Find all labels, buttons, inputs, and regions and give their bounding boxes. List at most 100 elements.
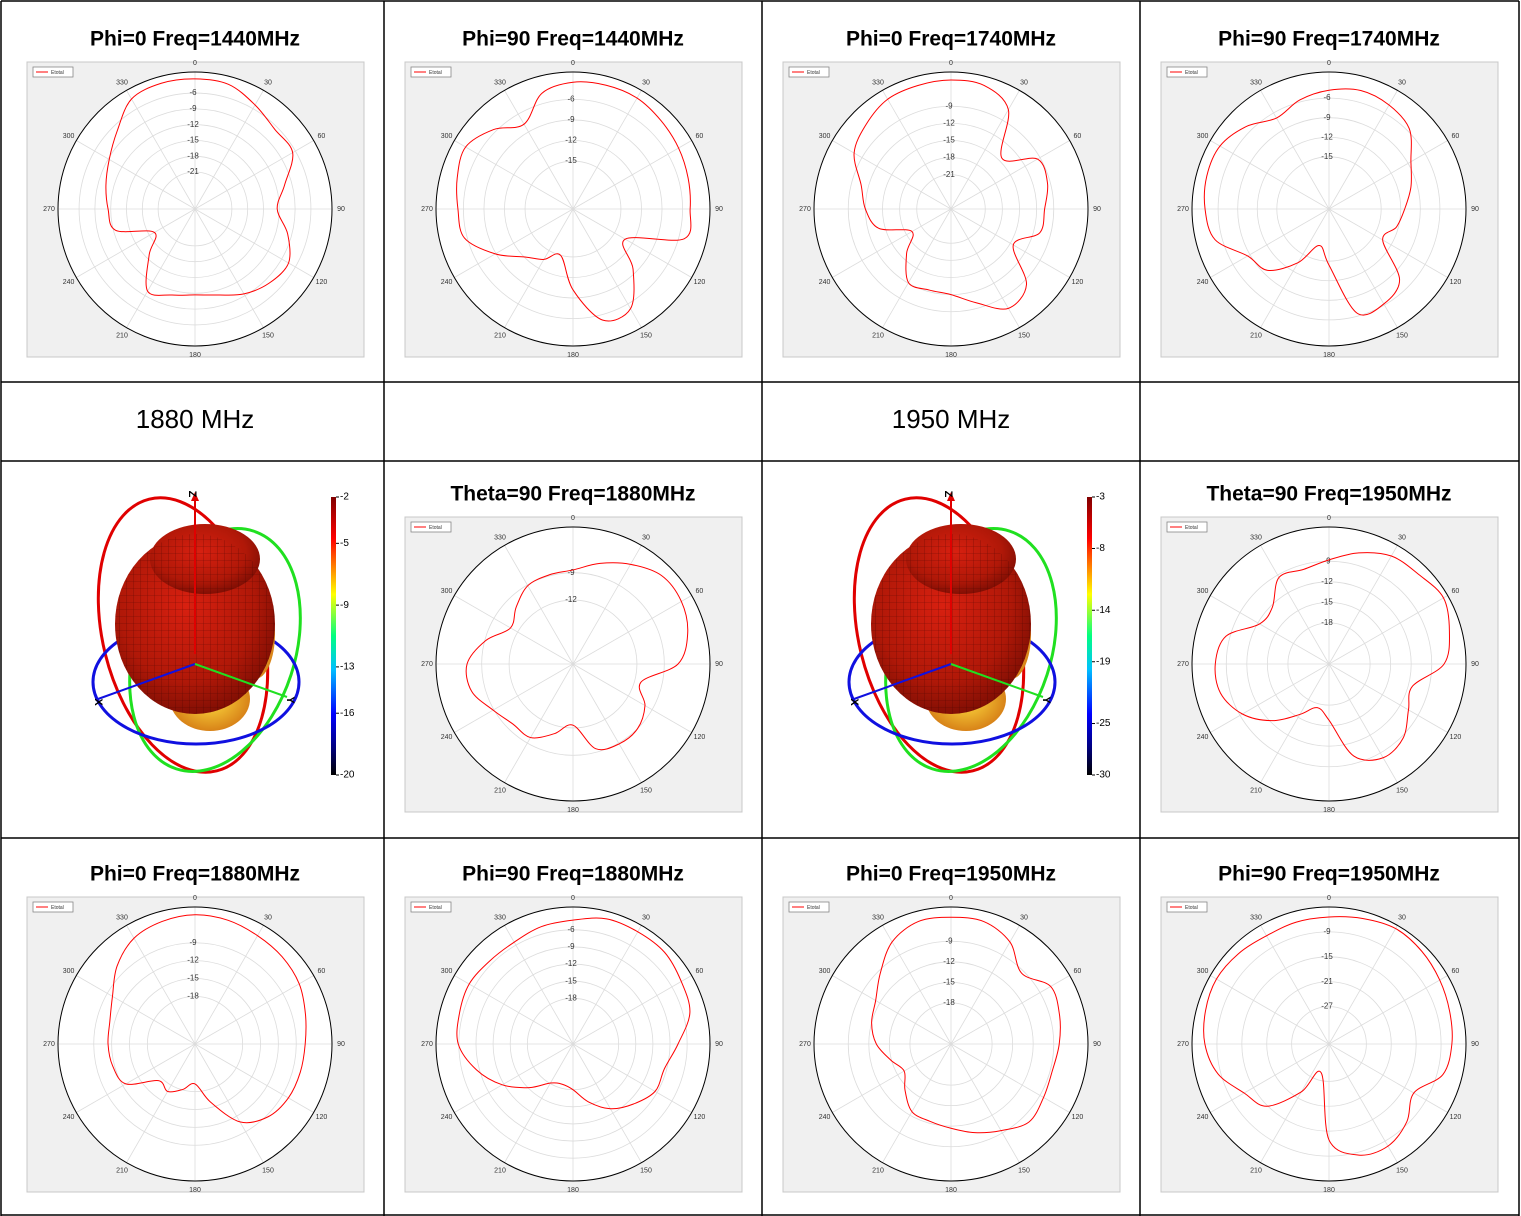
radial-tick-label: -12 <box>943 118 955 127</box>
angle-tick-label: 210 <box>116 1167 128 1174</box>
radial-tick-label: -6 <box>189 88 197 97</box>
axis-label: Y <box>1040 696 1052 704</box>
radial-tick-label: -12 <box>187 120 199 129</box>
radial-tick-label: -12 <box>1321 132 1333 141</box>
axis-label: X <box>92 698 104 706</box>
angle-tick-label: 120 <box>1450 734 1462 741</box>
angle-tick-label: 60 <box>1074 133 1082 140</box>
angle-tick-label: 300 <box>819 968 831 975</box>
radial-tick-label: -21 <box>1321 977 1333 986</box>
angle-tick-label: 180 <box>567 352 579 359</box>
radial-tick-label: -18 <box>187 991 199 1000</box>
angle-tick-label: 240 <box>441 734 453 741</box>
angle-tick-label: 300 <box>441 133 453 140</box>
angle-tick-label: 330 <box>872 914 884 921</box>
radial-tick-label: -9 <box>1323 927 1331 936</box>
angle-tick-label: 270 <box>43 206 55 213</box>
radial-tick-label: -6 <box>567 925 575 934</box>
colorbar-tick-label: -2 <box>340 492 349 503</box>
angle-tick-label: 180 <box>1323 1187 1335 1194</box>
angle-tick-label: 60 <box>318 133 326 140</box>
angle-tick-label: 60 <box>1452 968 1460 975</box>
angle-tick-label: 240 <box>441 1114 453 1121</box>
angle-tick-label: 210 <box>872 332 884 339</box>
colorbar-tick-label: -19 <box>1096 656 1111 667</box>
frequency-label: 1950 MHz <box>892 404 1011 434</box>
angle-tick-label: 210 <box>1250 787 1262 794</box>
angle-tick-label: 210 <box>872 1167 884 1174</box>
radial-tick-label: -12 <box>1321 577 1333 586</box>
angle-tick-label: 180 <box>567 807 579 814</box>
angle-tick-label: 330 <box>494 79 506 86</box>
radial-tick-label: -15 <box>565 156 577 165</box>
angle-tick-label: 30 <box>1020 914 1028 921</box>
angle-tick-label: 240 <box>441 279 453 286</box>
angle-tick-label: 120 <box>694 734 706 741</box>
angle-tick-label: 240 <box>819 1114 831 1121</box>
colorbar-tick-label: -16 <box>340 708 355 719</box>
colorbar-tick-label: -30 <box>1096 770 1111 781</box>
angle-tick-label: 0 <box>1327 895 1331 902</box>
angle-tick-label: 60 <box>318 968 326 975</box>
angle-tick-label: 120 <box>1072 1114 1084 1121</box>
radial-tick-label: -18 <box>1321 618 1333 627</box>
angle-tick-label: 90 <box>715 1041 723 1048</box>
angle-tick-label: 60 <box>696 968 704 975</box>
angle-tick-label: 240 <box>1197 279 1209 286</box>
legend-label: Etotal <box>51 905 64 911</box>
angle-tick-label: 240 <box>63 1114 75 1121</box>
angle-tick-label: 0 <box>193 895 197 902</box>
angle-tick-label: 240 <box>63 279 75 286</box>
angle-tick-label: 30 <box>1020 79 1028 86</box>
legend-label: Etotal <box>429 525 442 531</box>
radial-tick-label: -15 <box>1321 597 1333 606</box>
angle-tick-label: 270 <box>1177 206 1189 213</box>
radial-tick-label: -9 <box>189 938 197 947</box>
angle-tick-label: 30 <box>264 79 272 86</box>
axis-label: Z <box>186 491 198 498</box>
angle-tick-label: 30 <box>642 79 650 86</box>
angle-tick-label: 30 <box>1398 79 1406 86</box>
angle-tick-label: 330 <box>494 534 506 541</box>
angle-tick-label: 60 <box>1452 588 1460 595</box>
angle-tick-label: 150 <box>1018 1167 1030 1174</box>
radial-tick-label: -12 <box>565 595 577 604</box>
angle-tick-label: 0 <box>949 60 953 67</box>
angle-tick-label: 270 <box>799 1041 811 1048</box>
legend-label: Etotal <box>1185 525 1198 531</box>
colorbar-tick-label: -5 <box>340 538 349 549</box>
angle-tick-label: 300 <box>63 133 75 140</box>
angle-tick-label: 60 <box>696 588 704 595</box>
chart-title: Phi=0 Freq=1950MHz <box>846 863 1056 886</box>
radial-tick-label: -12 <box>565 959 577 968</box>
axis-label: Y <box>284 696 296 704</box>
angle-tick-label: 30 <box>1398 914 1406 921</box>
radial-tick-label: -9 <box>567 568 575 577</box>
angle-tick-label: 180 <box>1323 807 1335 814</box>
chart-title: Phi=0 Freq=1740MHz <box>846 28 1056 51</box>
angle-tick-label: 30 <box>642 914 650 921</box>
angle-tick-label: 120 <box>1450 279 1462 286</box>
radial-tick-label: -9 <box>1323 113 1331 122</box>
radial-tick-label: -18 <box>943 998 955 1007</box>
angle-tick-label: 270 <box>1177 1041 1189 1048</box>
radial-tick-label: -6 <box>1323 93 1331 102</box>
angle-tick-label: 300 <box>63 968 75 975</box>
colorbar <box>331 497 336 775</box>
angle-tick-label: 330 <box>872 79 884 86</box>
radial-tick-label: -15 <box>187 974 199 983</box>
axis-label: Z <box>942 491 954 498</box>
angle-tick-label: 240 <box>1197 1114 1209 1121</box>
angle-tick-label: 210 <box>494 332 506 339</box>
angle-tick-label: 210 <box>494 1167 506 1174</box>
angle-tick-label: 240 <box>1197 734 1209 741</box>
radial-tick-label: -12 <box>565 136 577 145</box>
angle-tick-label: 150 <box>262 332 274 339</box>
radial-tick-label: -21 <box>943 170 955 179</box>
page-table: 1880 MHz 1950 MHz 0306090120150180210240… <box>0 0 1521 1216</box>
chart-title: Phi=90 Freq=1740MHz <box>1218 28 1440 51</box>
legend-label: Etotal <box>1185 905 1198 911</box>
radial-tick-label: -27 <box>1321 1002 1333 1011</box>
chart-title: Phi=90 Freq=1440MHz <box>462 28 684 51</box>
radial-tick-label: -15 <box>187 136 199 145</box>
